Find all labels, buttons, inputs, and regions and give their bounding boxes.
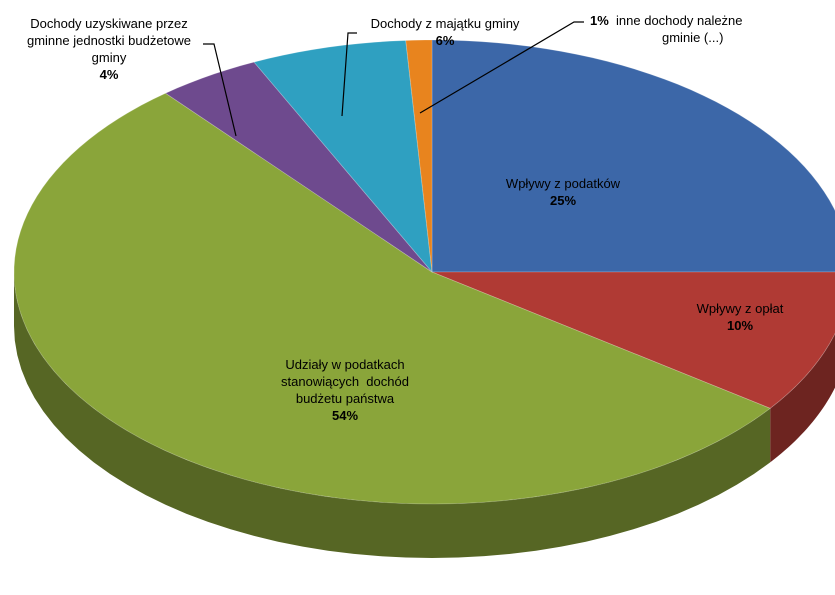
pie-slice-dochody-z-majatku (253, 40, 433, 274)
label-wplywy-z-oplat: Wpływy z opłat 10% (665, 300, 815, 334)
pie-slice-wplywy-z-podatkow (431, 39, 835, 273)
pie-side-wplywy-z-oplat (770, 333, 835, 463)
slice-name-wplywy-z-oplat: Wpływy z opłat (696, 301, 784, 316)
slice-name-line-1-jednostki: Dochody uzyskiwane przez (30, 16, 188, 31)
label-udzialy-w-podatkach: Udziały w podatkach stanowiących dochód … (240, 356, 450, 424)
slice-name-part-1-inne: inne dochody należne (616, 13, 743, 28)
leader-lines (203, 21, 584, 137)
slice-name-wplywy-z-podatkow: Wpływy z podatków (505, 176, 621, 191)
slice-percent-inne: 1% (590, 13, 609, 28)
pie-top-faces (13, 39, 835, 505)
leader-line-dochody-z-majatku (341, 32, 357, 117)
slice-name-line-2-inne: gminie (...) (662, 30, 724, 45)
slice-name-line-3-udzialy: budżetu państwa (295, 391, 395, 406)
slice-name-line-1-inne: 1% inne dochody należne (590, 12, 790, 29)
slice-percent-wplywy-z-podatkow: 25% (549, 193, 577, 208)
label-dochody-z-majatku: Dochody z majątku gminy 6% (352, 15, 538, 49)
slice-percent-udzialy: 54% (331, 408, 359, 423)
pie-side-walls (14, 272, 835, 558)
slice-name-line-3-jednostki: gminy (91, 50, 127, 65)
slice-name-line-2-udzialy: stanowiących dochód (281, 374, 409, 389)
slice-percent-wplywy-z-oplat: 10% (726, 318, 754, 333)
pie-side-udzialy-w-podatkach (14, 272, 771, 558)
leader-line-inne-dochody (419, 21, 584, 114)
pie-slice-inne-dochody (405, 39, 433, 273)
pie-slice-dochody-jednostki-budzetowe (164, 61, 433, 273)
label-dochody-jednostki-budzetowe: Dochody uzyskiwane przez gminne jednostk… (4, 15, 214, 83)
slice-name-dochody-z-majatku: Dochody z majątku gminy (370, 16, 520, 31)
slice-name-line-2-jednostki: gminne jednostki budżetowe (26, 33, 192, 48)
slice-percent-dochody-z-majatku: 6% (435, 33, 455, 48)
label-wplywy-z-podatkow: Wpływy z podatków 25% (478, 175, 648, 209)
leader-line-dochody-jednostki-budzetowe (203, 43, 237, 137)
label-inne-dochody: 1% inne dochody należne gminie (...) (590, 12, 790, 46)
slice-name-line-1-udzialy: Udziały w podatkach (285, 357, 405, 372)
pie-slice-wplywy-z-oplat (431, 271, 835, 409)
slice-percent-jednostki: 4% (99, 67, 119, 82)
pie-slice-udzialy-w-podatkach (13, 92, 771, 505)
